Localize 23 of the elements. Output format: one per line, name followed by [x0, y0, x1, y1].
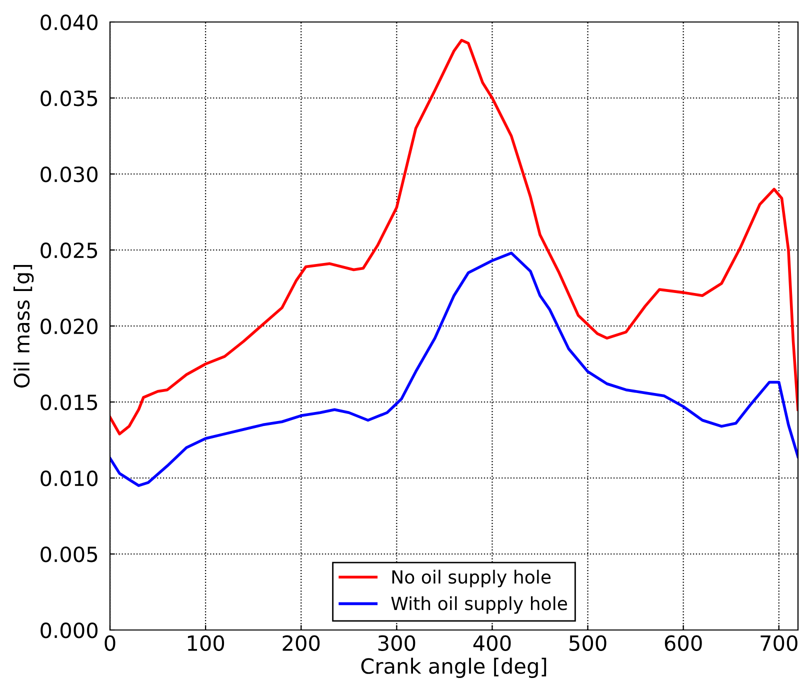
y-tick-label: 0.040: [40, 14, 98, 30]
legend-label: No oil supply hole: [392, 570, 551, 588]
legend-label: With oil supply hole: [391, 596, 568, 614]
y-axis-title: Oil mass [g]: [14, 265, 34, 388]
x-tick-label: 400: [473, 635, 511, 651]
y-tick-label: 0.025: [40, 242, 98, 258]
y-tick-label: 0.015: [40, 394, 98, 410]
y-tick-label: 0.030: [40, 166, 98, 182]
line-series: [110, 252, 798, 487]
x-axis-title: Crank angle [deg]: [361, 658, 546, 678]
y-tick-label: 0.010: [40, 470, 98, 486]
y-tick-label: 0.005: [40, 546, 98, 562]
x-tick-label: 600: [664, 635, 702, 651]
x-tick-label: 500: [570, 635, 606, 651]
x-tick-label: 300: [378, 635, 416, 651]
x-tick-label: 700: [760, 635, 798, 651]
y-tick-label: 0.035: [40, 90, 98, 106]
x-tick-label: 200: [282, 635, 320, 651]
x-tick-label: 0: [104, 635, 116, 651]
y-tick-label: 0.020: [40, 318, 98, 334]
x-tick-label: 100: [188, 635, 224, 651]
y-tick-label: 0.000: [40, 622, 98, 638]
line-series: [110, 38, 798, 436]
